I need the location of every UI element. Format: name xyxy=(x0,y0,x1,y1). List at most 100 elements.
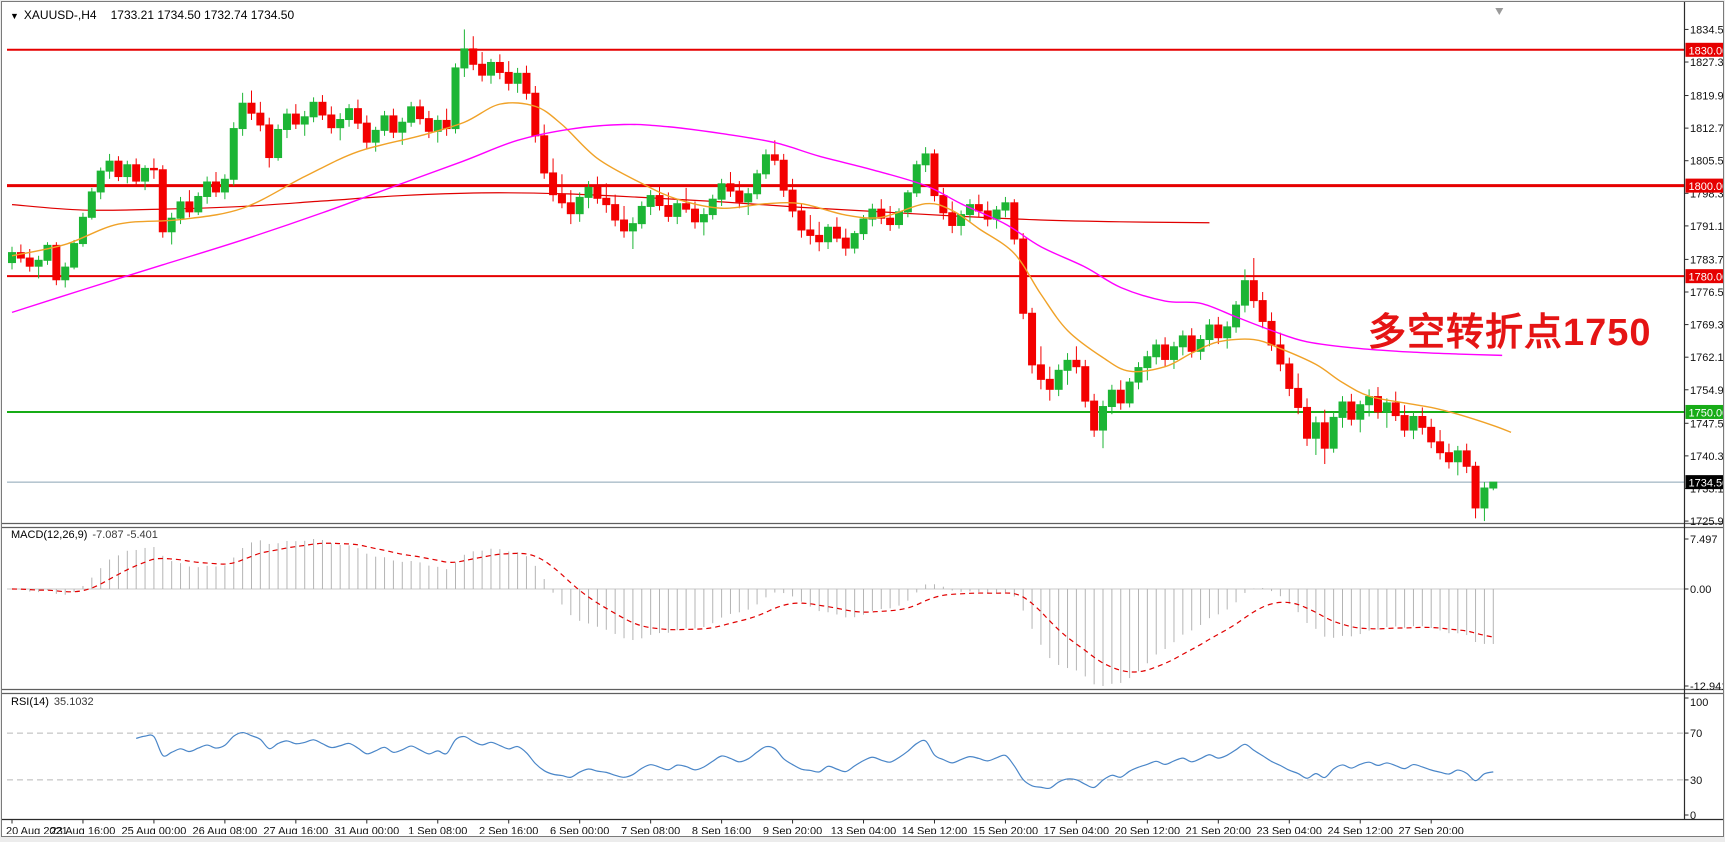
rsi-indicator-label: RSI(14) 35.1032 xyxy=(11,696,94,708)
price-flag-label: 1830.00 xyxy=(1689,45,1724,57)
candle-body xyxy=(407,106,416,123)
time-tick-label: 24 Sep 12:00 xyxy=(1328,826,1393,835)
candle-body xyxy=(1285,363,1294,389)
candle-body xyxy=(1010,202,1019,240)
candle-body xyxy=(735,190,744,203)
time-tick-label: 1 Sep 08:00 xyxy=(408,826,467,835)
candle-body xyxy=(398,121,407,133)
price-flag-label: 1780.00 xyxy=(1689,272,1724,284)
price-flag-1780.00[interactable]: 1780.00 xyxy=(1685,269,1724,284)
candle-body xyxy=(87,191,96,218)
candle-body xyxy=(1444,452,1453,463)
candle-body xyxy=(1249,280,1258,302)
time-tick-label: 7 Sep 08:00 xyxy=(621,826,680,835)
price-tick-label: 1740.30 xyxy=(1690,451,1723,463)
candle-body xyxy=(1169,346,1178,360)
rsi-axis-label: 0 xyxy=(1690,810,1696,822)
candle-body xyxy=(1045,378,1054,390)
price-tick-label: 1834.50 xyxy=(1690,24,1723,36)
time-tick-label: 6 Sep 00:00 xyxy=(550,826,609,835)
panel-dividers[interactable] xyxy=(2,522,1723,695)
time-tick-label: 13 Sep 04:00 xyxy=(831,826,896,835)
candle-body xyxy=(815,234,824,243)
main-chart-panel[interactable] xyxy=(2,2,1685,524)
rsi-line xyxy=(136,731,1494,790)
candle-body xyxy=(1489,481,1498,489)
candle-body xyxy=(797,210,806,231)
price-flag-1830.00[interactable]: 1830.00 xyxy=(1685,42,1724,58)
time-tick-label: 26 Aug 08:00 xyxy=(192,826,257,835)
candle-body xyxy=(646,195,655,207)
price-flag-label: 1734.50 xyxy=(1689,478,1724,490)
candle-body xyxy=(52,244,61,281)
candle-body xyxy=(699,214,708,223)
rsi-panel[interactable] xyxy=(2,693,1685,820)
candle-body xyxy=(992,209,1001,220)
candle-body xyxy=(1054,369,1063,390)
candle-body xyxy=(185,201,194,213)
candle-body xyxy=(8,252,16,264)
candle-body xyxy=(770,154,779,161)
price-flag-bg xyxy=(1685,404,1723,419)
price-tick-label: 1769.30 xyxy=(1690,320,1723,332)
candle-body xyxy=(912,164,921,194)
candle-body xyxy=(43,244,52,261)
candle-body xyxy=(132,164,141,182)
macd-axis-labels: 7.497 0.00 -12.941 xyxy=(1684,534,1723,693)
candle-body xyxy=(1107,389,1116,408)
time-tick-label: 27 Sep 20:00 xyxy=(1398,826,1463,835)
candle-body xyxy=(1223,326,1232,339)
candle-body xyxy=(832,226,841,239)
symbol-dropdown-icon[interactable]: ▼ xyxy=(10,11,19,21)
candle-body xyxy=(1019,238,1028,314)
candle-body xyxy=(212,181,221,193)
candlestick-layer xyxy=(8,29,1498,522)
candle-body xyxy=(584,186,593,198)
ma-magenta-line[interactable] xyxy=(11,123,1503,357)
candle-body xyxy=(504,71,513,84)
price-tick-label: 1747.50 xyxy=(1690,418,1723,430)
candle-body xyxy=(1320,422,1329,449)
time-tick-label: 23 Sep 04:00 xyxy=(1257,826,1322,835)
price-tick-label: 1819.90 xyxy=(1690,91,1723,103)
candle-body xyxy=(877,208,886,219)
candle-body xyxy=(611,204,620,221)
candle-body xyxy=(522,72,531,94)
rsi-value: 35.1032 xyxy=(53,696,94,708)
time-tick-label: 31 Aug 00:00 xyxy=(334,826,399,835)
candle-body xyxy=(824,226,833,243)
ma-orange-line[interactable] xyxy=(11,102,1512,433)
time-tick-label: 20 Sep 12:00 xyxy=(1115,826,1180,835)
candle-body xyxy=(1365,396,1374,406)
candle-body xyxy=(78,216,87,245)
candle-body xyxy=(1143,356,1152,369)
candle-body xyxy=(1311,422,1320,439)
candle-body xyxy=(1178,335,1187,348)
candle-body xyxy=(96,170,105,193)
candle-body xyxy=(1134,367,1143,383)
price-flag-1800.00[interactable]: 1800.00 xyxy=(1685,178,1724,194)
price-tick-label: 1783.70 xyxy=(1690,254,1723,266)
candle-body xyxy=(1205,324,1214,341)
price-flag-1750.00[interactable]: 1750.00 xyxy=(1685,404,1724,420)
candle-body xyxy=(460,48,469,69)
candle-body xyxy=(557,194,566,204)
macd-panel[interactable] xyxy=(2,527,1685,690)
candle-body xyxy=(1240,280,1249,306)
price-tick-label: 1754.90 xyxy=(1690,385,1723,397)
candle-body xyxy=(274,128,283,159)
candle-body xyxy=(1196,339,1205,352)
candle-body xyxy=(575,196,584,215)
rsi-axis-label: 70 xyxy=(1690,728,1702,740)
candle-body xyxy=(903,192,912,213)
price-flag-1734.50[interactable]: 1734.50 xyxy=(1685,475,1724,490)
price-tick-label: 1776.50 xyxy=(1690,287,1723,299)
candle-body xyxy=(61,266,70,281)
candle-body xyxy=(1081,366,1090,402)
time-axis[interactable] xyxy=(2,819,1723,835)
symbol-period-label: XAUUSD-,H4 xyxy=(23,8,97,22)
candle-body xyxy=(1187,335,1196,352)
candle-body xyxy=(1001,202,1010,211)
